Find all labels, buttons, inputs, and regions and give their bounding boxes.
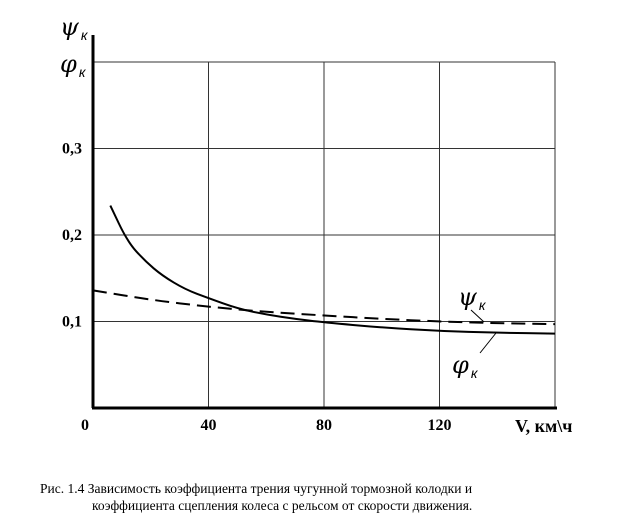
x-tick-label: 0 bbox=[81, 417, 89, 434]
figure-caption: Рис. 1.4 Зависимость коэффициента трения… bbox=[40, 480, 630, 514]
phi-curve-label-subscript: к bbox=[471, 365, 479, 381]
caption-line-1: Рис. 1.4 Зависимость коэффициента трения… bbox=[40, 481, 473, 496]
y-tick-label: 0,1 bbox=[62, 314, 82, 331]
y-tick-label: 0,2 bbox=[62, 227, 82, 244]
x-axis-label: V, км\ч bbox=[515, 416, 572, 436]
phi-curve-label: φ bbox=[452, 351, 469, 379]
y-label-psi-subscript: к bbox=[81, 27, 89, 43]
caption-line-2: коэффициента сцепления колеса с рельсом … bbox=[92, 498, 473, 513]
psi-curve-label: ψ bbox=[458, 283, 478, 311]
phi-leader-line bbox=[479, 332, 497, 354]
series bbox=[92, 205, 556, 335]
series-line-psi bbox=[92, 289, 556, 326]
series-line-phi bbox=[109, 205, 556, 335]
psi-curve-label-subscript: к bbox=[479, 297, 487, 313]
x-tick-label: 80 bbox=[316, 417, 332, 434]
x-tick-label: 120 bbox=[428, 417, 452, 434]
y-label-phi: φ bbox=[60, 50, 77, 78]
y-label-psi: ψ bbox=[60, 13, 80, 41]
y-tick-label: 0,3 bbox=[62, 141, 82, 158]
psi-leader-line bbox=[470, 309, 485, 323]
grid bbox=[93, 61, 556, 408]
y-label-phi-subscript: к bbox=[79, 64, 87, 80]
x-tick-label: 40 bbox=[201, 417, 217, 434]
